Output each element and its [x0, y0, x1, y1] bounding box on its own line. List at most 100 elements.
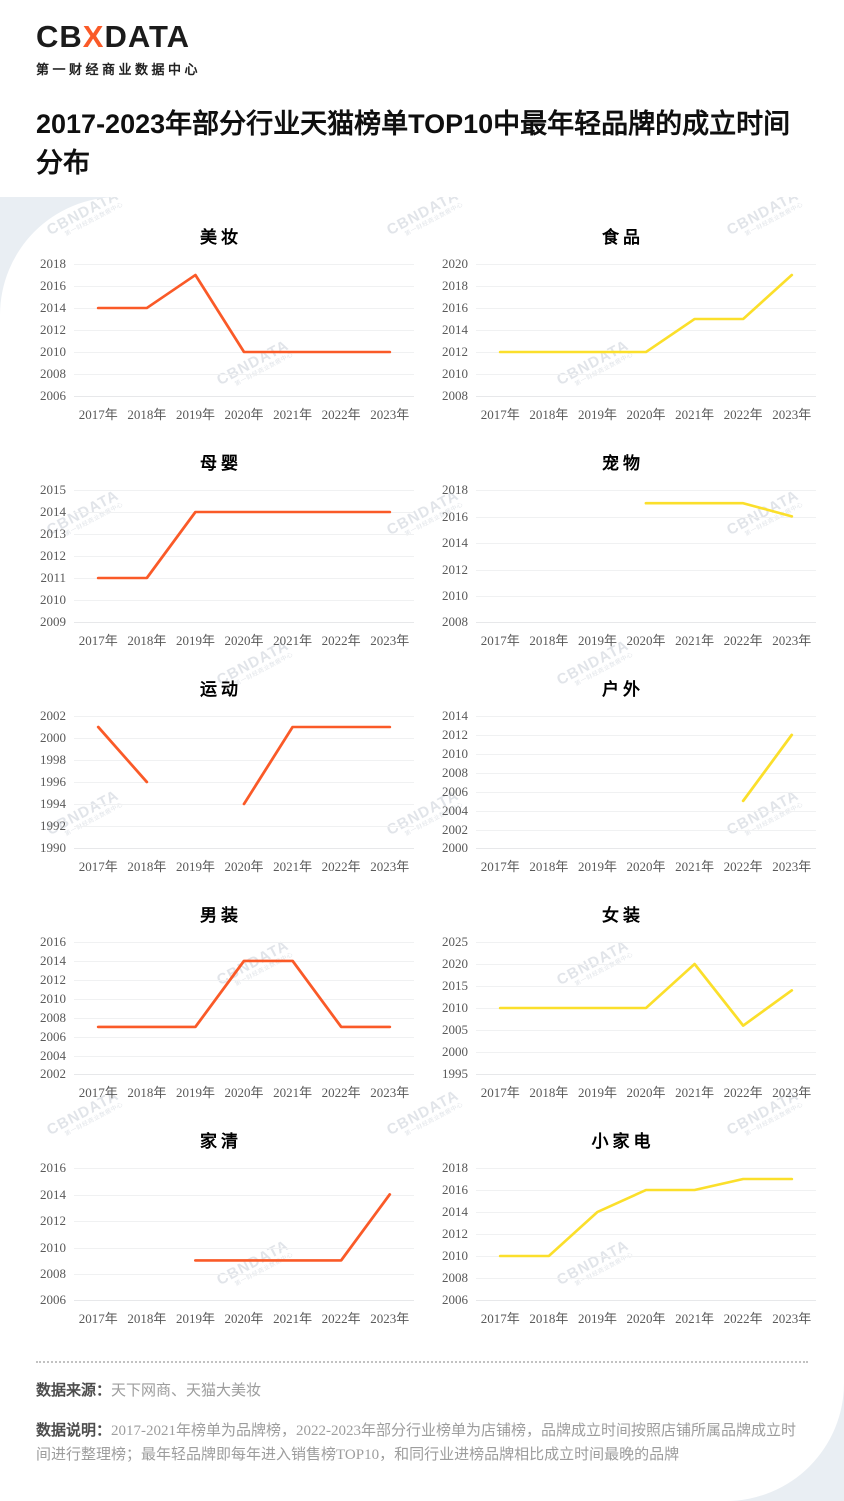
x-tick-label: 2019年 [175, 859, 215, 875]
x-axis: 2017年 2018年 2019年 2020年 2021年 2022年 2023年 [476, 1308, 816, 1327]
y-tick-label: 2006 [442, 783, 468, 799]
gridline [476, 986, 816, 988]
y-tick-label: 2012 [40, 972, 66, 988]
line-chart: 母婴 2009 2010 2011 2012 2013 2014 2015 2017年 201… [28, 439, 414, 663]
line-chart: 女装 1995 2000 2005 2010 2015 2020 2025 2017年 201… [430, 891, 816, 1115]
x-tick-label: 2017年 [480, 1085, 520, 1101]
y-tick-label: 2010 [442, 1000, 468, 1016]
series-line-segment [96, 274, 392, 354]
series-line-segment [498, 963, 794, 1028]
gridline [476, 1278, 816, 1280]
chart-title: 女装 [602, 906, 644, 926]
gridline [74, 998, 414, 1000]
y-tick-label: 2016 [442, 1182, 468, 1198]
y-tick-label: 2012 [40, 548, 66, 564]
gridline [476, 791, 816, 793]
gridline [74, 396, 414, 398]
x-tick-label: 2020年 [224, 407, 264, 423]
y-tick-label: 2014 [40, 1186, 66, 1202]
x-tick-label: 2022年 [723, 1311, 763, 1327]
line-series-svg [498, 1178, 794, 1258]
gridline [476, 1074, 816, 1076]
x-tick-label: 2020年 [626, 633, 666, 649]
y-axis: 2002 2004 2006 2008 2010 2012 2014 2016 [28, 934, 74, 1081]
x-tick-label: 2020年 [224, 633, 264, 649]
plot-area [476, 942, 816, 1076]
chart-body: 2002 2004 2006 2008 2010 2012 2014 2016 [28, 934, 414, 1081]
plot-area [74, 942, 414, 1076]
y-tick-label: 2008 [442, 1270, 468, 1286]
gridline [476, 264, 816, 266]
gridline [476, 1212, 816, 1214]
y-tick-label: 2008 [442, 614, 468, 630]
y-tick-label: 2004 [40, 1047, 66, 1063]
chart-title: 户外 [602, 680, 644, 700]
x-tick-label: 2019年 [577, 1085, 617, 1101]
x-tick-label: 2021年 [675, 1311, 715, 1327]
y-tick-label: 2016 [442, 508, 468, 524]
x-tick-label: 2019年 [577, 1311, 617, 1327]
plot-area [74, 490, 414, 624]
x-tick-label: 2018年 [529, 633, 569, 649]
y-tick-label: 2014 [40, 300, 66, 316]
y-tick-label: 2010 [40, 990, 66, 1006]
x-axis: 2017年 2018年 2019年 2020年 2021年 2022年 2023年 [74, 856, 414, 875]
gridline [74, 578, 414, 580]
plot-area [476, 264, 816, 398]
x-tick-label: 2017年 [78, 1311, 118, 1327]
x-tick-label: 2022年 [723, 1085, 763, 1101]
y-tick-label: 2004 [442, 802, 468, 818]
y-tick-label: 2012 [442, 727, 468, 743]
gridline [74, 782, 414, 784]
line-chart: 食品 2008 2010 2012 2014 2016 2018 2020 2017年 201… [430, 213, 816, 437]
gridline [74, 490, 414, 492]
chart-body: 1995 2000 2005 2010 2015 2020 2025 [430, 934, 816, 1081]
y-tick-label: 2018 [442, 1160, 468, 1176]
gridline [74, 264, 414, 266]
x-tick-label: 2022年 [321, 1311, 361, 1327]
x-tick-label: 2021年 [675, 407, 715, 423]
line-chart: 宠物 2008 2010 2012 2014 2016 2018 2017年 2018年 20… [430, 439, 816, 663]
x-axis: 2017年 2018年 2019年 2020年 2021年 2022年 2023年 [74, 1308, 414, 1327]
gridline [476, 374, 816, 376]
gridline [74, 1055, 414, 1057]
chart-title: 男装 [200, 906, 242, 926]
gridline [476, 1030, 816, 1032]
line-series-svg [741, 733, 794, 803]
x-axis: 2017年 2018年 2019年 2020年 2021年 2022年 2023年 [476, 404, 816, 423]
y-tick-label: 2014 [40, 504, 66, 520]
line-series-svg [193, 1193, 392, 1263]
chart-title: 美妆 [200, 228, 242, 248]
line-series-svg [96, 959, 392, 1029]
x-tick-label: 2022年 [723, 633, 763, 649]
y-tick-label: 2012 [442, 561, 468, 577]
data-source-line: 数据来源：天下网商、天猫大美妆 [36, 1379, 808, 1403]
x-tick-label: 2023年 [370, 859, 410, 875]
gridline [74, 716, 414, 718]
y-tick-label: 2010 [40, 1239, 66, 1255]
y-tick-label: 2014 [442, 535, 468, 551]
gridline [476, 1052, 816, 1054]
x-tick-label: 2022年 [321, 633, 361, 649]
chart-title: 宠物 [602, 454, 644, 474]
x-tick-label: 2017年 [78, 633, 118, 649]
gridline [74, 330, 414, 332]
x-tick-label: 2023年 [772, 859, 812, 875]
chart-title: 小家电 [591, 1132, 655, 1152]
line-series-svg [498, 274, 794, 354]
y-tick-label: 2010 [442, 366, 468, 382]
y-axis: 1990 1992 1994 1996 1998 2000 2002 [28, 708, 74, 855]
y-tick-label: 2025 [442, 934, 468, 950]
x-tick-label: 2020年 [224, 859, 264, 875]
line-chart: 运动 1990 1992 1994 1996 1998 2000 2002 2017年 201… [28, 665, 414, 889]
y-axis: 2008 2010 2012 2014 2016 2018 [430, 482, 476, 629]
x-tick-label: 2017年 [480, 407, 520, 423]
y-tick-label: 2010 [442, 746, 468, 762]
logo-prefix: CB [36, 19, 83, 54]
gridline [74, 534, 414, 536]
y-tick-label: 2020 [442, 956, 468, 972]
x-tick-label: 2023年 [370, 407, 410, 423]
x-tick-label: 2020年 [224, 1311, 264, 1327]
y-tick-label: 2008 [40, 1009, 66, 1025]
x-tick-label: 2023年 [370, 633, 410, 649]
